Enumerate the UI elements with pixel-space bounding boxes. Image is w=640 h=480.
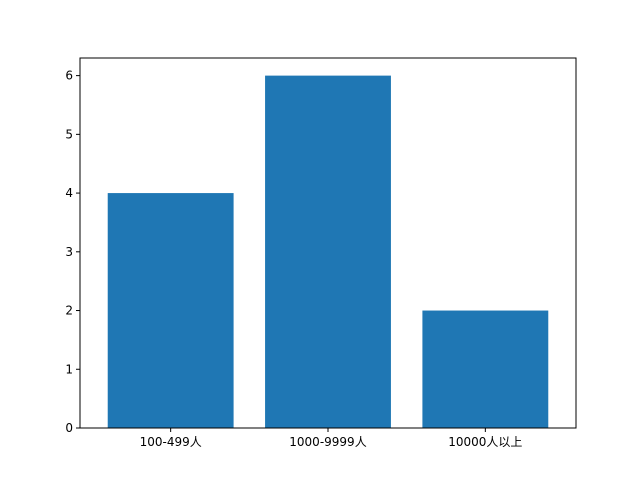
y-tick-label: 0 [65, 421, 73, 435]
y-tick-label: 6 [65, 69, 73, 83]
y-tick-label: 4 [65, 186, 73, 200]
y-tick-label: 2 [65, 304, 73, 318]
y-tick-label: 3 [65, 245, 73, 259]
x-tick-label: 10000人以上 [448, 435, 522, 449]
y-axis: 0 1 2 3 4 5 6 [65, 69, 80, 435]
y-tick-label: 5 [65, 127, 73, 141]
bars-group [107, 75, 549, 428]
x-axis: 100-499人 1000-9999人 10000人以上 [140, 428, 522, 449]
x-tick-label: 100-499人 [140, 435, 202, 449]
bar [107, 193, 234, 428]
y-tick-label: 1 [65, 362, 73, 376]
bar [422, 310, 549, 428]
x-tick-label: 1000-9999人 [289, 435, 366, 449]
bar [265, 75, 391, 428]
